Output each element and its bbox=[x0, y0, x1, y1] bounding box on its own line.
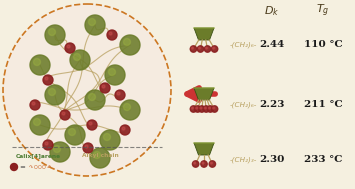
Circle shape bbox=[104, 133, 110, 140]
Circle shape bbox=[69, 129, 76, 136]
Text: Calix[4]arene: Calix[4]arene bbox=[15, 153, 61, 158]
Circle shape bbox=[87, 120, 97, 130]
Circle shape bbox=[211, 46, 218, 52]
Circle shape bbox=[85, 90, 105, 110]
Circle shape bbox=[85, 15, 105, 35]
Circle shape bbox=[107, 30, 117, 40]
Circle shape bbox=[200, 107, 202, 109]
Circle shape bbox=[198, 47, 201, 49]
Text: $\mathit{T_g}$: $\mathit{T_g}$ bbox=[316, 3, 330, 19]
Circle shape bbox=[124, 39, 131, 46]
Circle shape bbox=[190, 46, 197, 52]
Circle shape bbox=[213, 107, 215, 109]
Circle shape bbox=[115, 90, 125, 100]
Circle shape bbox=[88, 94, 95, 101]
Circle shape bbox=[190, 106, 197, 112]
Circle shape bbox=[102, 85, 105, 88]
Circle shape bbox=[208, 107, 211, 109]
Ellipse shape bbox=[3, 4, 171, 176]
Circle shape bbox=[65, 125, 85, 145]
Circle shape bbox=[90, 148, 110, 168]
Text: -(CH₂)₆-: -(CH₂)₆- bbox=[230, 101, 257, 108]
Circle shape bbox=[203, 106, 209, 112]
Circle shape bbox=[33, 59, 40, 66]
Text: $\mathit{D_k}$: $\mathit{D_k}$ bbox=[264, 4, 280, 18]
Circle shape bbox=[211, 162, 212, 164]
Circle shape bbox=[83, 143, 93, 153]
Circle shape bbox=[49, 29, 55, 36]
Text: 2.44: 2.44 bbox=[260, 40, 285, 49]
Circle shape bbox=[195, 106, 201, 112]
Circle shape bbox=[192, 161, 199, 167]
Circle shape bbox=[65, 43, 75, 53]
Circle shape bbox=[93, 152, 100, 159]
Circle shape bbox=[201, 161, 207, 167]
Circle shape bbox=[204, 107, 206, 109]
Circle shape bbox=[11, 163, 17, 170]
Circle shape bbox=[192, 47, 193, 49]
Polygon shape bbox=[194, 143, 214, 155]
Circle shape bbox=[62, 112, 65, 115]
Circle shape bbox=[45, 142, 48, 145]
Circle shape bbox=[120, 100, 140, 120]
Circle shape bbox=[196, 107, 198, 109]
Polygon shape bbox=[194, 88, 214, 100]
Circle shape bbox=[207, 106, 214, 112]
Text: -(CH₂)₆-: -(CH₂)₆- bbox=[230, 41, 257, 48]
Circle shape bbox=[209, 161, 215, 167]
Circle shape bbox=[49, 88, 55, 95]
Text: 2.30: 2.30 bbox=[259, 155, 285, 164]
Circle shape bbox=[43, 140, 53, 150]
Circle shape bbox=[192, 107, 193, 109]
Circle shape bbox=[124, 104, 131, 111]
Polygon shape bbox=[194, 28, 214, 40]
Circle shape bbox=[50, 142, 70, 162]
Text: 211 °C: 211 °C bbox=[304, 100, 342, 109]
Text: $\curvearrowright$OOO$\curvearrowleft$: $\curvearrowright$OOO$\curvearrowleft$ bbox=[28, 163, 52, 171]
Text: =: = bbox=[19, 164, 25, 170]
Text: 110 °C: 110 °C bbox=[304, 40, 342, 49]
Text: -(CH₂)₃-: -(CH₂)₃- bbox=[230, 156, 257, 163]
Circle shape bbox=[109, 68, 115, 75]
Circle shape bbox=[45, 25, 65, 45]
Circle shape bbox=[120, 125, 130, 135]
Text: 233 °C: 233 °C bbox=[304, 155, 342, 164]
Circle shape bbox=[30, 115, 50, 135]
Text: 2.23: 2.23 bbox=[259, 100, 285, 109]
Circle shape bbox=[100, 130, 120, 150]
Circle shape bbox=[85, 145, 88, 148]
Circle shape bbox=[89, 122, 92, 125]
Circle shape bbox=[206, 47, 208, 49]
Circle shape bbox=[73, 53, 81, 60]
Text: Alkyl chain: Alkyl chain bbox=[82, 153, 118, 158]
Circle shape bbox=[70, 50, 90, 70]
Circle shape bbox=[117, 92, 120, 95]
Circle shape bbox=[202, 162, 204, 164]
Circle shape bbox=[213, 47, 215, 49]
Circle shape bbox=[198, 106, 205, 112]
Circle shape bbox=[30, 100, 40, 110]
Circle shape bbox=[197, 46, 204, 52]
Circle shape bbox=[204, 46, 211, 52]
Circle shape bbox=[54, 146, 60, 153]
Circle shape bbox=[100, 83, 110, 93]
Circle shape bbox=[109, 32, 112, 35]
Circle shape bbox=[33, 119, 40, 125]
Circle shape bbox=[67, 45, 70, 48]
Circle shape bbox=[43, 75, 53, 85]
FancyArrowPatch shape bbox=[187, 88, 215, 100]
Circle shape bbox=[105, 65, 125, 85]
Circle shape bbox=[88, 19, 95, 26]
Circle shape bbox=[120, 35, 140, 55]
Circle shape bbox=[45, 85, 65, 105]
Circle shape bbox=[194, 162, 196, 164]
Circle shape bbox=[45, 77, 48, 80]
Circle shape bbox=[211, 106, 218, 112]
Circle shape bbox=[30, 55, 50, 75]
Circle shape bbox=[122, 127, 125, 130]
Circle shape bbox=[60, 110, 70, 120]
Circle shape bbox=[32, 102, 35, 105]
